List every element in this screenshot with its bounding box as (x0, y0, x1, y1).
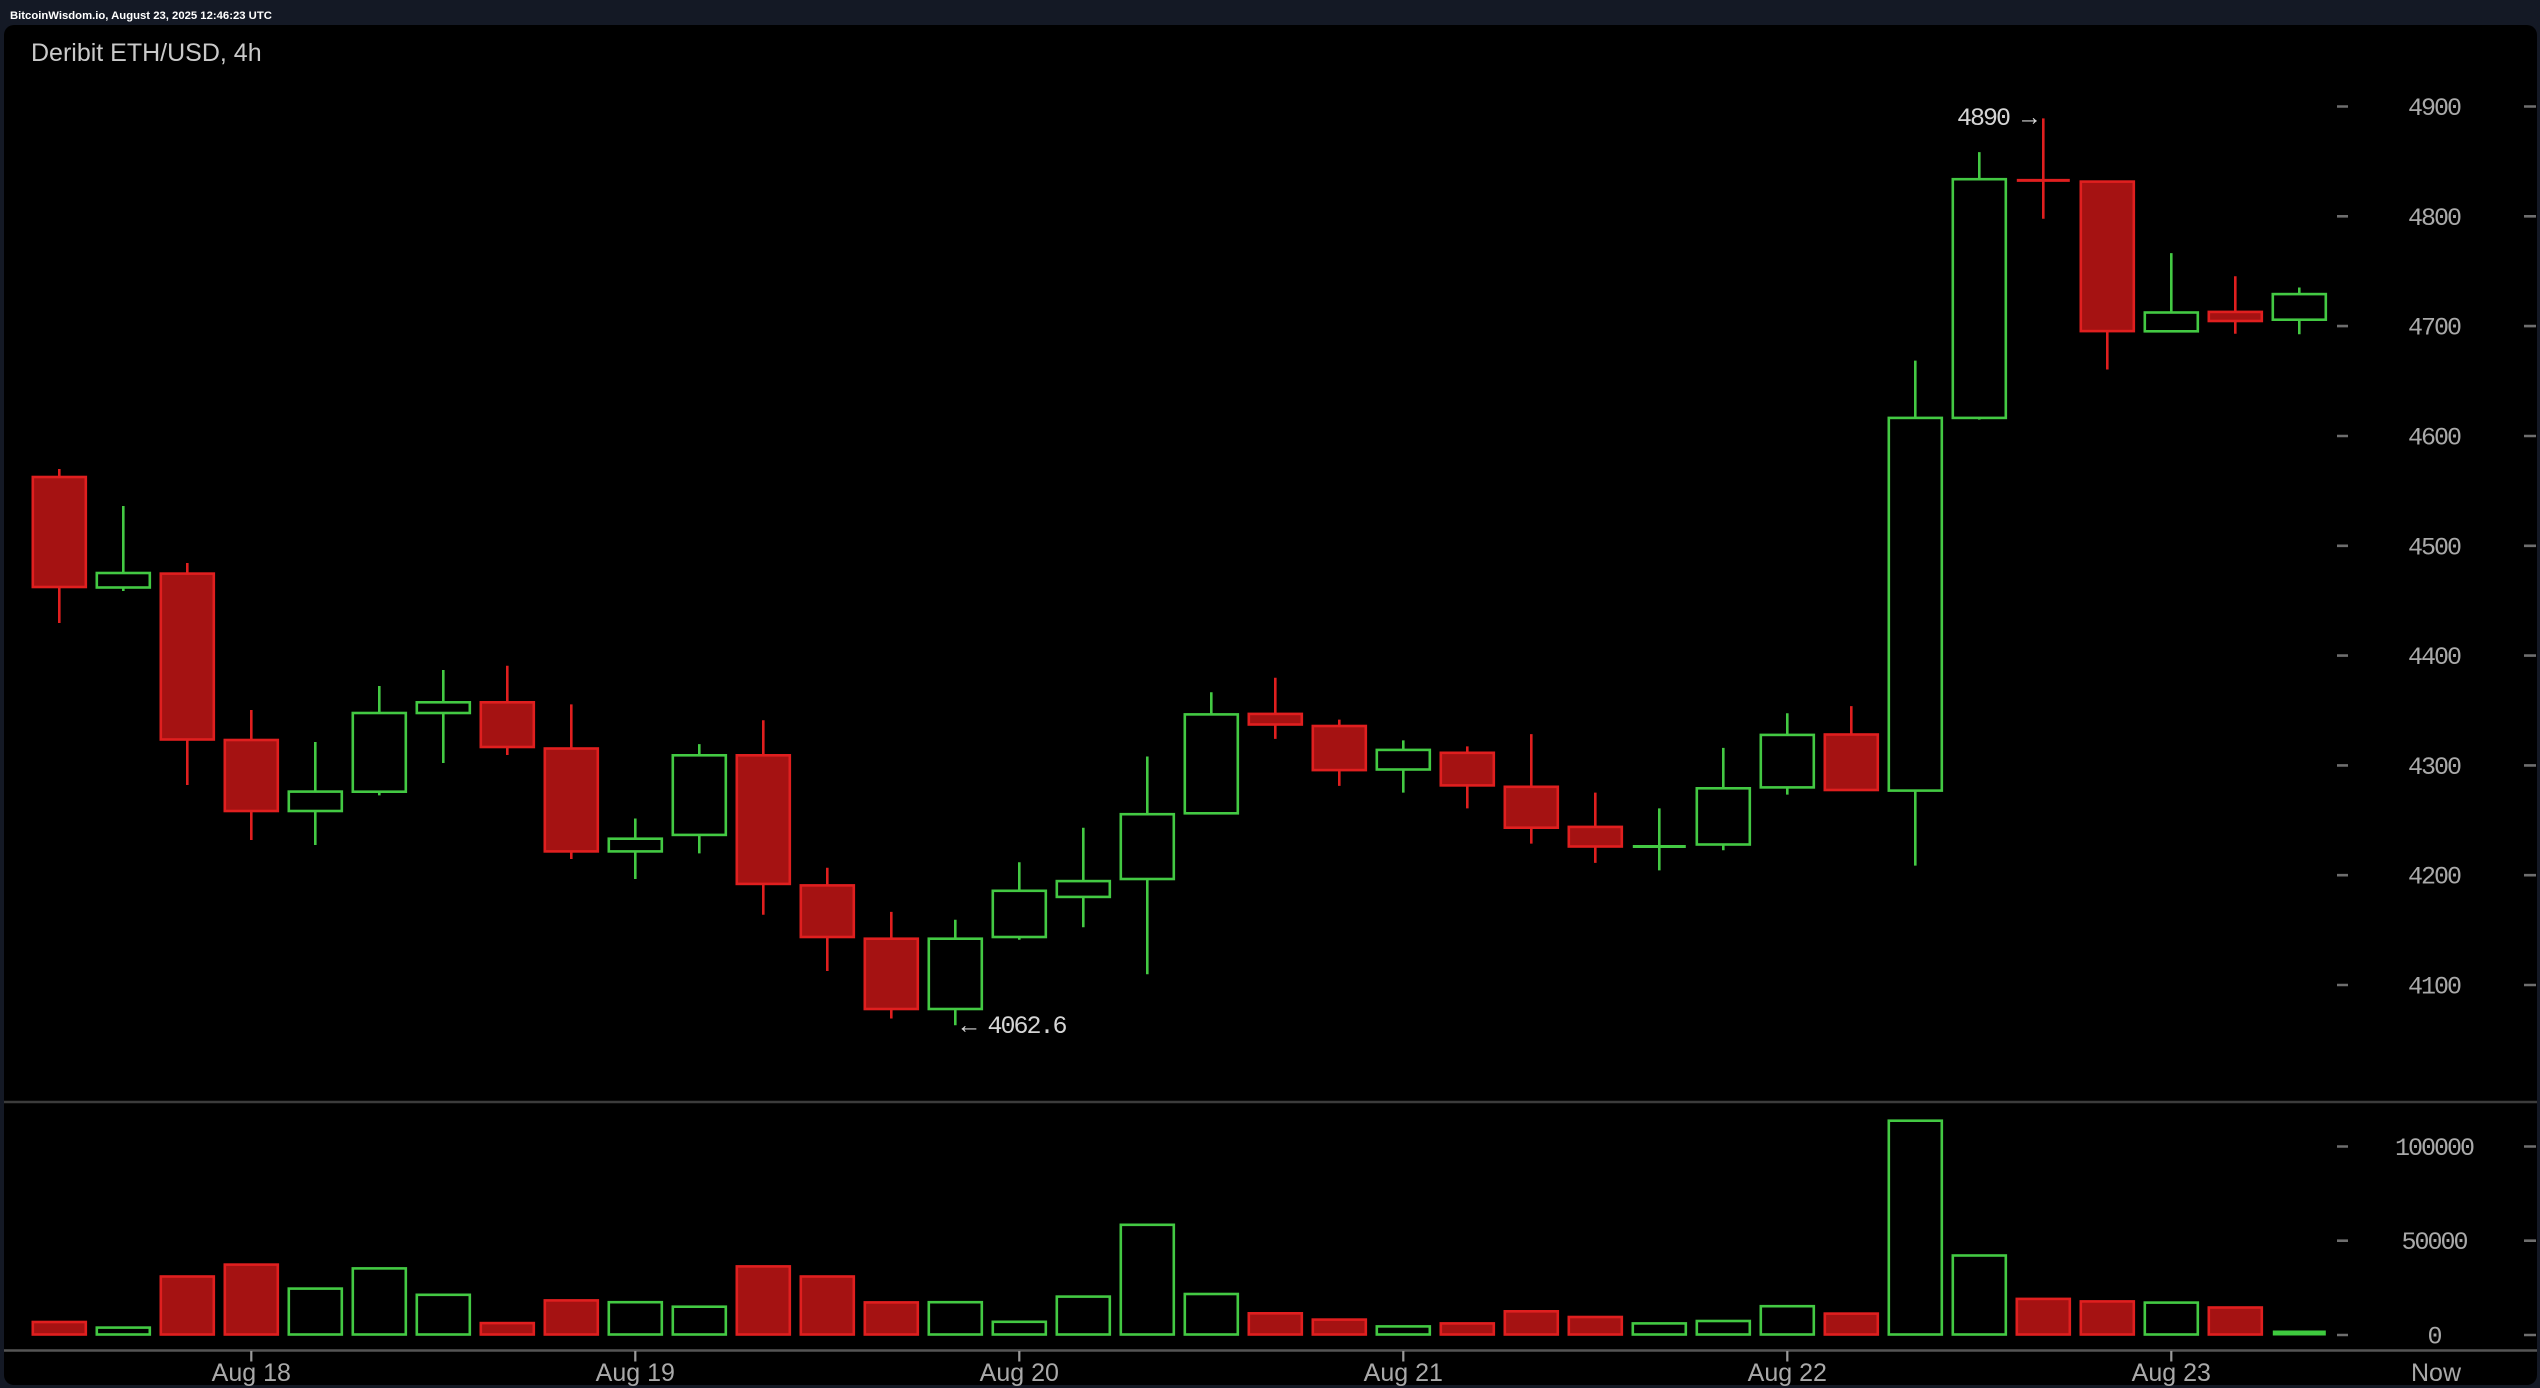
svg-text:Now: Now (2411, 1359, 2462, 1387)
svg-text:4300: 4300 (2408, 753, 2461, 782)
svg-text:4700: 4700 (2408, 314, 2461, 343)
svg-text:Aug 18: Aug 18 (212, 1359, 291, 1387)
svg-text:Deribit ETH/USD, 4h: Deribit ETH/USD, 4h (31, 39, 262, 67)
svg-text:← 4062.6: ← 4062.6 (961, 1012, 1066, 1041)
svg-text:100000: 100000 (2395, 1134, 2474, 1163)
svg-text:4100: 4100 (2408, 973, 2461, 1002)
svg-text:4890 →: 4890 → (1957, 104, 2037, 133)
svg-text:Aug 19: Aug 19 (596, 1359, 675, 1387)
svg-text:4600: 4600 (2408, 424, 2461, 453)
svg-text:0: 0 (2427, 1323, 2441, 1352)
svg-text:4800: 4800 (2408, 204, 2461, 233)
svg-text:Aug 21: Aug 21 (1364, 1359, 1443, 1387)
svg-text:4200: 4200 (2408, 863, 2461, 892)
svg-text:4900: 4900 (2408, 94, 2461, 123)
svg-text:Aug 22: Aug 22 (1748, 1359, 1827, 1387)
svg-text:4500: 4500 (2408, 533, 2461, 562)
svg-text:50000: 50000 (2401, 1228, 2467, 1257)
svg-text:Aug 20: Aug 20 (980, 1359, 1059, 1387)
svg-text:BitcoinWisdom.io, August 23, 2: BitcoinWisdom.io, August 23, 2025 12:46:… (10, 10, 272, 22)
svg-text:Aug 23: Aug 23 (2132, 1359, 2211, 1387)
svg-text:4400: 4400 (2408, 643, 2461, 672)
